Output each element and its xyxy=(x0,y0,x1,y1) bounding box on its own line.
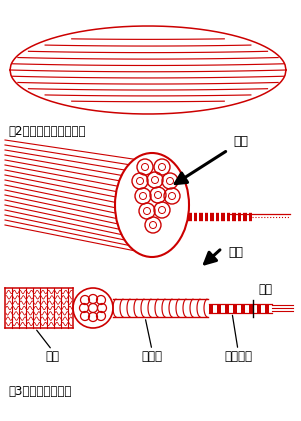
Bar xyxy=(209,304,213,312)
Bar xyxy=(241,304,245,312)
Bar xyxy=(265,304,269,312)
Bar xyxy=(217,304,221,312)
Text: 筋浟: 筋浟 xyxy=(45,350,59,363)
Text: 図3　骨格筋の構造: 図3 骨格筋の構造 xyxy=(8,385,71,398)
Bar xyxy=(225,304,229,312)
Bar xyxy=(257,304,261,312)
Text: 筋繊維: 筋繊維 xyxy=(141,350,163,363)
Text: 図2　横紋筋（骨格筋）: 図2 横紋筋（骨格筋） xyxy=(8,125,85,138)
Text: 拡大: 拡大 xyxy=(228,245,243,258)
Bar xyxy=(233,304,237,312)
Bar xyxy=(249,304,253,312)
Text: 筋原繊維: 筋原繊維 xyxy=(224,350,252,363)
Text: 内部: 内部 xyxy=(233,135,248,148)
Text: 横紋: 横紋 xyxy=(258,283,272,296)
